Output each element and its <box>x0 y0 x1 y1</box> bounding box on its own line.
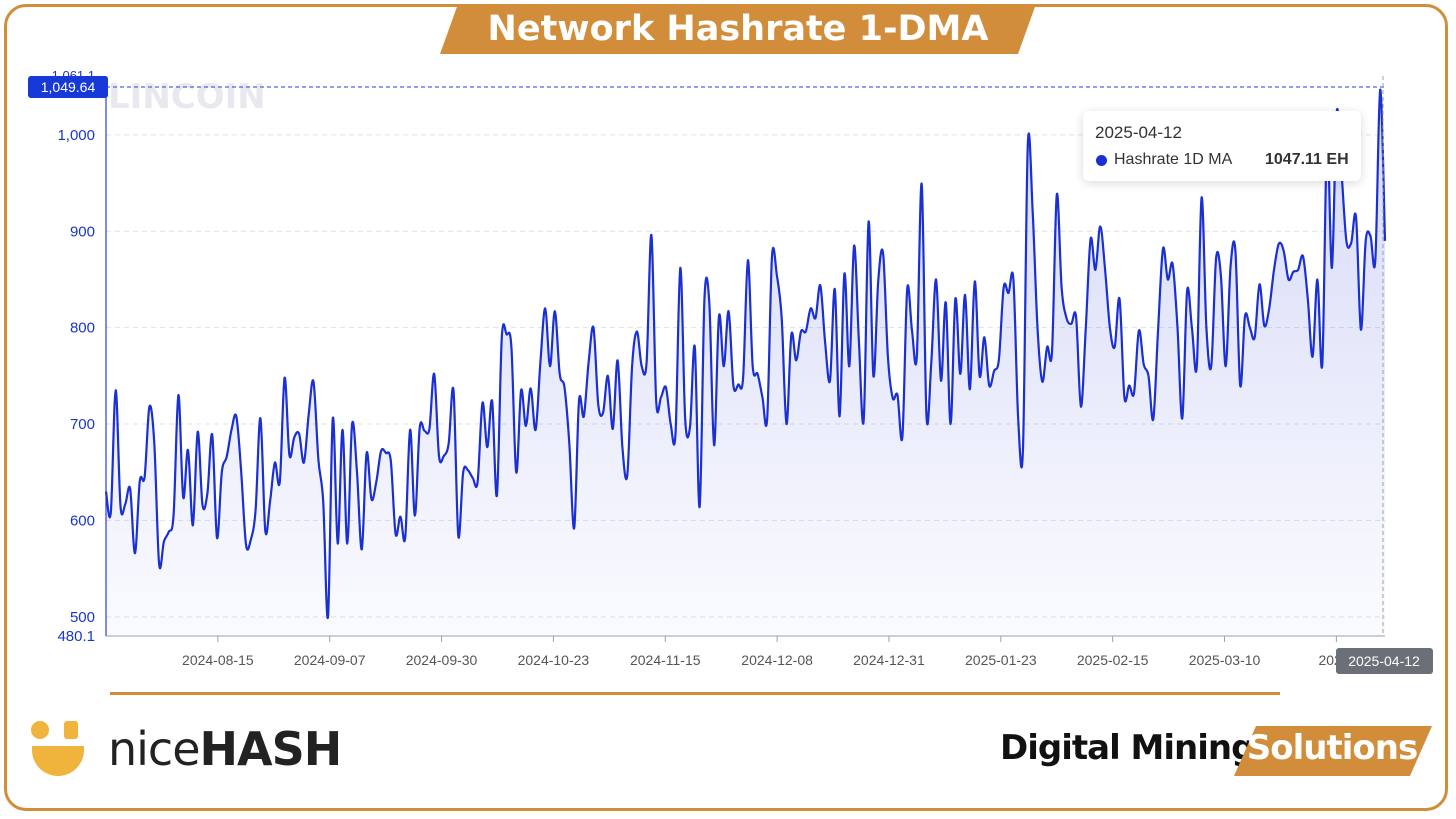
y-tick-label: 800 <box>70 320 95 337</box>
footer-divider <box>110 692 1280 695</box>
y-tick-label: 700 <box>70 416 95 433</box>
x-tick-label: 2024-12-31 <box>853 652 925 668</box>
y-tick-label: 500 <box>70 609 95 626</box>
crosshair-y-badge <box>28 76 108 99</box>
tooltip: 2025-04-12 Hashrate 1D MA 1047.11 EH <box>1083 111 1361 181</box>
series-area <box>106 89 1385 636</box>
series-dot-icon <box>1096 155 1107 166</box>
tooltip-value: 1047.11 EH <box>1265 151 1349 168</box>
digital-mining-wordmark: Digital Mining <box>1000 728 1255 768</box>
series-line[interactable] <box>104 88 1387 620</box>
solutions-wordmark: Solutions <box>1246 728 1418 768</box>
hashrate-chart[interactable]: 5006007008009001,000480.11,061.1LINCOIN2… <box>0 0 1456 690</box>
tooltip-date: 2025-04-12 <box>1095 123 1182 142</box>
x-tick-label: 2025-02-15 <box>1077 652 1149 668</box>
nicehash-logo-icon <box>31 721 84 776</box>
crosshair-x-label: 2025-04-12 <box>1348 653 1420 669</box>
y-min-label: 480.1 <box>57 628 95 645</box>
solutions-badge <box>1234 726 1432 776</box>
x-tick-label: 2024-11-15 <box>630 652 701 668</box>
tooltip-series-name: Hashrate 1D MA <box>1114 151 1233 168</box>
y-tick-label: 600 <box>70 512 95 529</box>
x-tick-label: 2024-10-23 <box>518 652 590 668</box>
nicehash-wordmark: niceHASH <box>108 722 342 776</box>
y-tick-label: 1,000 <box>57 127 95 144</box>
x-tick-label: 2025-03-10 <box>1189 652 1261 668</box>
x-tick-label: 2025-01-23 <box>965 652 1037 668</box>
watermark-text: LINCOIN <box>108 77 266 117</box>
crosshair-x-badge <box>1336 648 1433 674</box>
chart-title: Network Hashrate 1-DMA <box>487 9 989 49</box>
x-tick-label: 2024-12-08 <box>741 652 813 668</box>
title-banner <box>440 4 1036 54</box>
crosshair-y-label: 1,049.64 <box>41 79 96 95</box>
y-tick-label: 900 <box>70 223 95 240</box>
x-tick-label: 2024-08-15 <box>182 652 254 668</box>
x-tick-label: 2024-09-07 <box>294 652 366 668</box>
x-tick-label: 2024-09-30 <box>406 652 478 668</box>
